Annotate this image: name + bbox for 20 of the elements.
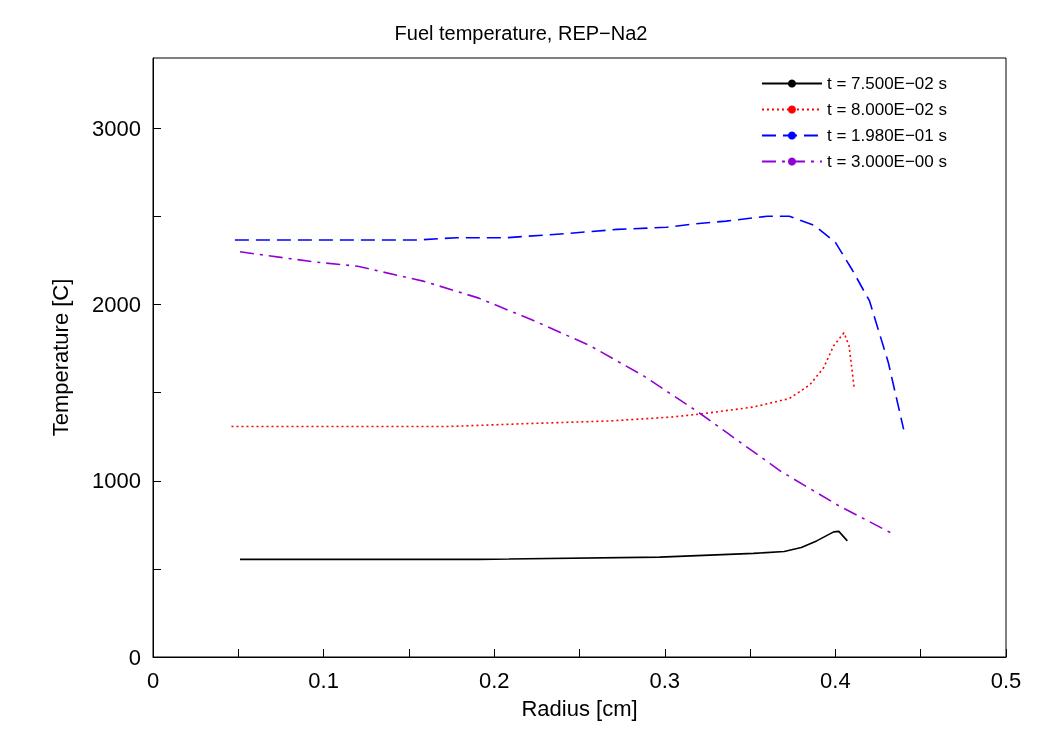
x-tick-label: 0.4: [820, 667, 851, 693]
legend-label: t = 3.000E−00 s: [826, 152, 948, 171]
y-axis-title: Temperature [C]: [47, 278, 73, 437]
line-series: [239, 530, 849, 561]
line-series: [234, 215, 905, 431]
line-series: [230, 332, 855, 428]
x-tick-label: 0.3: [649, 667, 681, 693]
y-tick-label: 0: [128, 644, 141, 670]
x-tick-label: 0: [146, 667, 160, 693]
legend-label: t = 8.000E−02 s: [826, 100, 948, 119]
y-tick-label: 3000: [92, 115, 141, 141]
x-tick-label: 0.5: [990, 667, 1022, 693]
y-tick-label: 1000: [92, 468, 141, 494]
y-tick-label: 2000: [92, 292, 141, 318]
legend-label: t = 7.500E−02 s: [826, 74, 948, 93]
x-tick-label: 0.1: [308, 667, 339, 693]
legend-label: t = 1.980E−01 s: [826, 126, 948, 145]
x-tick-label: 0.2: [478, 667, 510, 693]
x-axis-title: Radius [cm]: [521, 695, 638, 721]
chart-title: Fuel temperature, REP−Na2: [394, 22, 648, 44]
